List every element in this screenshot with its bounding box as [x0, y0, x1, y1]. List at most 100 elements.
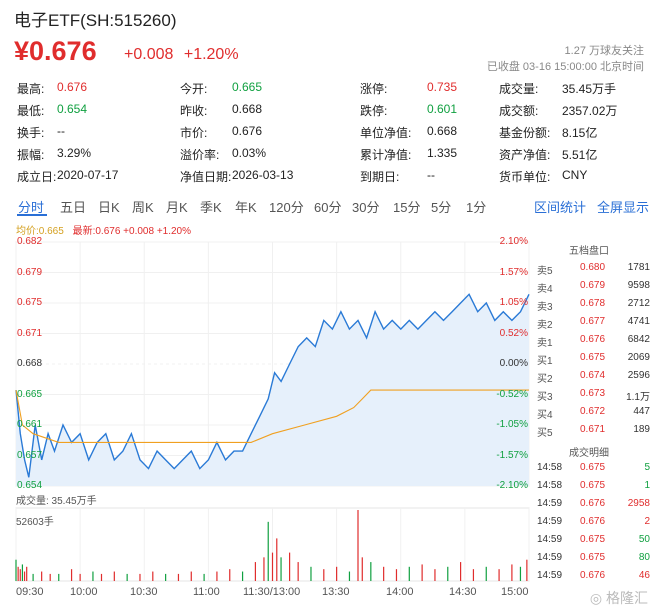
avg-price-line — [15, 389, 529, 443]
ask-volume: 6842 — [627, 334, 650, 345]
stat-value: -- — [57, 124, 65, 138]
tab-7[interactable]: 120分 — [269, 200, 304, 215]
ask-volume: 4741 — [627, 316, 650, 327]
y-tick-right: -0.52% — [496, 388, 528, 400]
tab-10[interactable]: 15分 — [393, 200, 421, 215]
watermark-logo: ◎ 格隆汇 — [589, 590, 648, 606]
volume-bar — [32, 573, 34, 581]
volume-bar — [267, 521, 269, 581]
intraday-chart[interactable] — [0, 236, 531, 601]
tab-6[interactable]: 年K — [235, 200, 257, 215]
y-tick-left: 0.668 — [17, 358, 43, 369]
volume-bar — [113, 571, 115, 581]
tab-3[interactable]: 周K — [132, 200, 154, 215]
x-tick: 10:00 — [70, 586, 98, 598]
stat-value: 0.668 — [232, 102, 263, 116]
stat-value: 2020-07-17 — [57, 168, 119, 182]
stat-label: 单位净值: — [360, 126, 412, 140]
tab-8[interactable]: 60分 — [314, 200, 342, 215]
trade-volume: 2958 — [627, 498, 650, 509]
x-tick: 14:00 — [386, 586, 414, 598]
trade-time: 14:58 — [537, 462, 563, 473]
bid-row: 买3 0.673 1.1万 — [531, 386, 656, 404]
interval-stats-link[interactable]: 区间统计 — [534, 200, 587, 215]
price-fill-area — [16, 294, 529, 486]
last-price-legend: 最新:0.676 +0.008 +1.20% — [72, 226, 192, 237]
ask-row: 卖1 0.676 6842 — [531, 332, 656, 350]
stat-value: -- — [427, 168, 435, 182]
tab-9[interactable]: 30分 — [352, 200, 380, 215]
volume-bar — [361, 557, 363, 581]
bid-volume: 189 — [633, 424, 650, 435]
y-tick-right: 1.05% — [499, 297, 528, 308]
tab-11[interactable]: 5分 — [431, 200, 452, 215]
change-value: +0.008 — [124, 46, 174, 63]
followers-count[interactable]: 1.27 万球友关注 — [564, 45, 644, 57]
bid-row: 买2 0.674 2596 — [531, 368, 656, 386]
volume-bar — [17, 566, 19, 581]
bid-row: 买4 0.672 447 — [531, 404, 656, 422]
y-tick-left: 0.671 — [17, 327, 43, 339]
order-book-panel: 五档盘口 卖5 0.680 1781 卖4 0.679 9598 卖3 0.678 2712 卖2 0… — [531, 240, 656, 600]
tab-2[interactable]: 日K — [98, 200, 120, 215]
stat-label: 今开: — [180, 82, 208, 96]
volume-bar — [79, 573, 81, 581]
tab-4[interactable]: 月K — [166, 200, 188, 215]
bid-volume: 2596 — [627, 370, 650, 381]
volume-bar — [511, 564, 513, 581]
stat-value: 35.45万手 — [562, 82, 617, 96]
trade-volume: 2 — [644, 516, 650, 527]
trade-row: 14:58 0.675 5 — [531, 460, 656, 478]
volume-bar — [126, 573, 128, 581]
fullscreen-link[interactable]: 全屏显示 — [597, 200, 650, 215]
ask-label: 卖3 — [537, 302, 553, 313]
bid-price: 0.673 — [580, 388, 606, 399]
tab-5[interactable]: 季K — [200, 200, 222, 215]
bid-volume: 1.1万 — [626, 392, 650, 403]
y-tick-right: -1.57% — [496, 449, 528, 461]
order-book-header: 五档盘口 — [531, 240, 656, 258]
volume-bar — [370, 562, 372, 581]
volume-bar — [460, 562, 462, 581]
ask-row: 卖3 0.678 2712 — [531, 296, 656, 314]
volume-bar — [395, 569, 398, 581]
volume-bar — [485, 566, 487, 581]
y-tick-left: 0.682 — [17, 236, 43, 247]
volume-bar — [26, 566, 28, 581]
trade-row: 14:59 0.675 80 — [531, 550, 656, 568]
volume-bar — [70, 569, 73, 581]
bid-label: 买5 — [537, 428, 553, 439]
volume-bar — [408, 566, 410, 581]
y-tick-right: 0.00% — [499, 358, 528, 369]
ask-label: 卖2 — [537, 320, 553, 331]
trade-time: 14:59 — [537, 570, 563, 581]
stat-label: 振幅: — [17, 148, 45, 162]
tab-12[interactable]: 1分 — [466, 200, 487, 215]
stat-label: 累计净值: — [360, 148, 412, 162]
stat-label: 涨停: — [360, 82, 388, 96]
trade-price: 0.675 — [580, 552, 606, 563]
trade-time: 14:59 — [537, 534, 563, 545]
volume-bar — [472, 569, 475, 581]
x-tick: 09:30 — [16, 586, 44, 598]
volume-bar — [434, 569, 436, 581]
stat-label: 资产净值: — [499, 148, 551, 162]
bid-price: 0.671 — [580, 424, 606, 435]
price-change: +0.008 +1.20% — [124, 46, 239, 64]
tab-1[interactable]: 五日 — [60, 200, 87, 215]
trades-header: 成交明细 — [531, 442, 656, 460]
order-book-title: 五档盘口 — [569, 246, 609, 257]
y-tick-right: 0.52% — [499, 327, 528, 339]
bid-label: 买3 — [537, 392, 553, 403]
avg-price-legend: 均价:0.665 — [16, 226, 64, 237]
tab-0[interactable]: 分时 — [18, 200, 45, 215]
current-price: ¥0.676 — [14, 36, 97, 66]
ask-price: 0.678 — [580, 298, 606, 309]
stats-row: 振幅: 3.29% 溢价率: 0.03% 累计净值: 1.335 资产净值: 5.51亿 — [0, 146, 656, 168]
volume-bar — [254, 562, 256, 581]
volume-bar — [526, 559, 528, 581]
trade-price: 0.676 — [580, 570, 606, 581]
volume-bar — [280, 557, 282, 581]
stat-value: 2026-03-13 — [232, 168, 294, 182]
ask-row: 卖5 0.680 1781 — [531, 260, 656, 278]
